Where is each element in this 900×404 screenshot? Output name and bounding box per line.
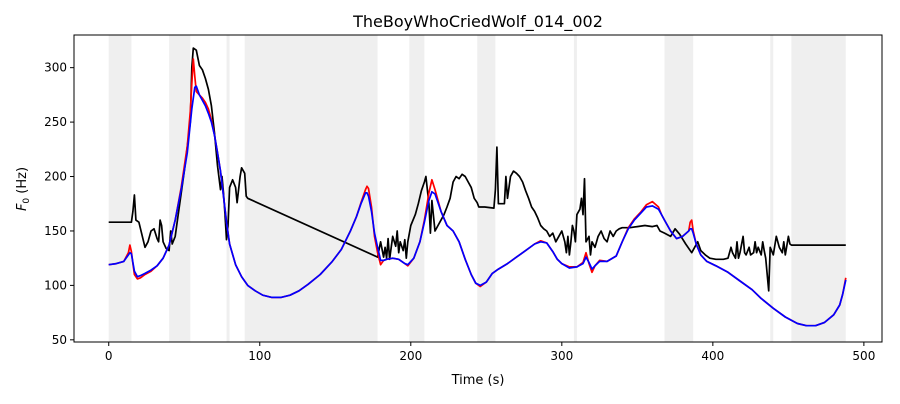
shaded-region-9 xyxy=(791,35,846,342)
shaded-region-5 xyxy=(477,35,496,342)
shaded-region-2 xyxy=(226,35,230,342)
x-tick-label: 500 xyxy=(852,349,875,363)
y-tick-label: 300 xyxy=(44,61,67,75)
plot-frame xyxy=(73,34,883,343)
y-axis-label-symbol: F xyxy=(15,203,30,211)
series-line-2 xyxy=(108,85,847,327)
x-axis-ticks: 0 100 200 300 400 500 xyxy=(105,342,875,363)
y-axis-label-subscript: 0 xyxy=(22,198,32,204)
x-tick-label: 100 xyxy=(248,349,271,363)
y-axis-ticks: 50 100 150 200 250 300 xyxy=(44,61,74,347)
y-tick-label: 50 xyxy=(52,333,67,347)
x-tick-label: 200 xyxy=(399,349,422,363)
f0-series-lines xyxy=(108,47,847,327)
x-tick-label: 400 xyxy=(701,349,724,363)
chart-title: TheBoyWhoCriedWolf_014_002 xyxy=(352,12,603,32)
series-line-0 xyxy=(108,47,846,292)
shaded-region-7 xyxy=(664,35,694,342)
shaded-region-3 xyxy=(244,35,378,342)
y-axis-label: F0 (Hz) xyxy=(15,167,32,211)
y-axis-label-unit: (Hz) xyxy=(15,167,30,198)
x-tick-label: 0 xyxy=(105,349,113,363)
shaded-region-0 xyxy=(108,35,132,342)
x-axis-label: Time (s) xyxy=(451,373,505,388)
y-tick-label: 200 xyxy=(44,170,67,184)
y-tick-label: 150 xyxy=(44,224,67,238)
shaded-region-8 xyxy=(770,35,774,342)
shaded-region-4 xyxy=(409,35,425,342)
shaded-region-1 xyxy=(169,35,191,342)
y-tick-label: 250 xyxy=(44,115,67,129)
y-tick-label: 100 xyxy=(44,278,67,292)
x-tick-label: 300 xyxy=(550,349,573,363)
shaded-region-6 xyxy=(573,35,577,342)
unvoiced-region-shading xyxy=(108,35,846,342)
